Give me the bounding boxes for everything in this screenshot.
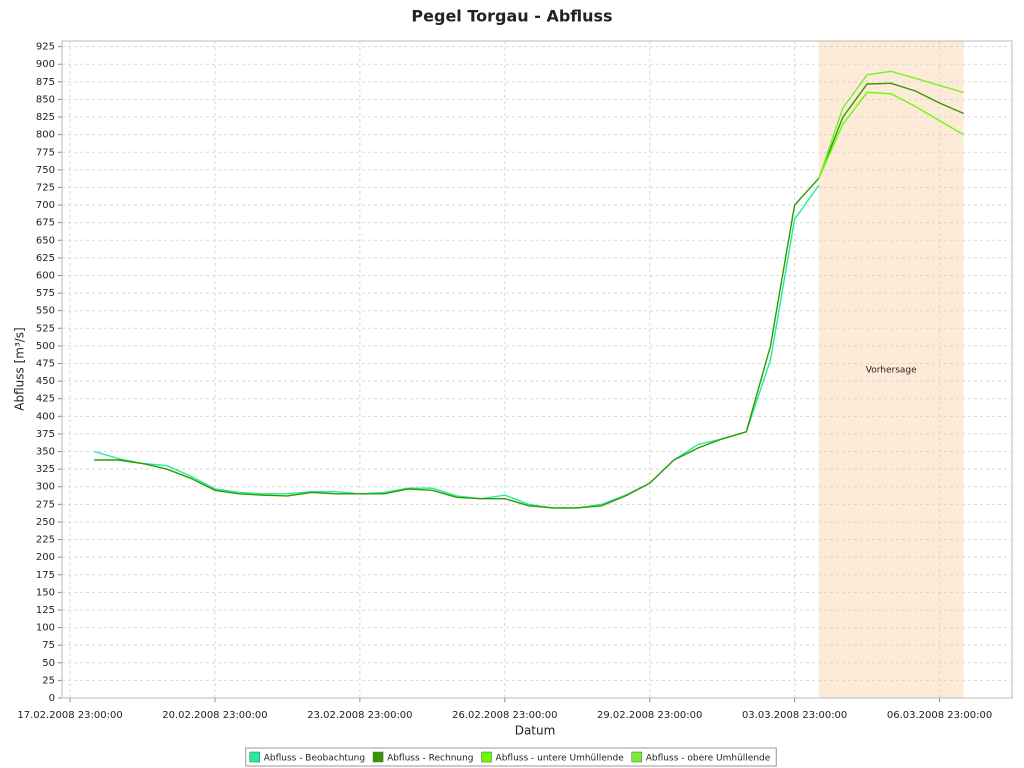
x-tick-label: 29.02.2008 23:00:00 xyxy=(597,710,702,721)
y-tick-label: 800 xyxy=(36,130,55,141)
legend-label: Abfluss - obere Umhüllende xyxy=(646,754,771,764)
y-axis-title: Abfluss [m³/s] xyxy=(13,327,27,410)
y-tick-label: 725 xyxy=(36,182,55,193)
y-tick-label: 100 xyxy=(36,623,55,634)
y-tick-label: 225 xyxy=(36,535,55,546)
x-tick-label: 26.02.2008 23:00:00 xyxy=(452,710,557,721)
y-tick-label: 875 xyxy=(36,77,55,88)
y-tick-label: 75 xyxy=(42,640,55,651)
y-tick-label: 500 xyxy=(36,341,55,352)
y-tick-label: 900 xyxy=(36,59,55,70)
y-tick-label: 200 xyxy=(36,552,55,563)
y-tick-label: 550 xyxy=(36,306,55,317)
series-line xyxy=(94,184,820,509)
y-tick-label: 350 xyxy=(36,447,55,458)
y-tick-label: 150 xyxy=(36,587,55,598)
y-tick-label: 175 xyxy=(36,570,55,581)
chart-title: Pegel Torgau - Abfluss xyxy=(411,7,612,26)
y-tick-label: 250 xyxy=(36,517,55,528)
y-tick-label: 50 xyxy=(42,658,55,669)
series-line xyxy=(818,70,964,179)
y-tick-label: 775 xyxy=(36,147,55,158)
y-tick-label: 125 xyxy=(36,605,55,616)
x-tick-label: 20.02.2008 23:00:00 xyxy=(162,710,267,721)
y-tick-label: 450 xyxy=(36,376,55,387)
y-tick-label: 750 xyxy=(36,165,55,176)
y-tick-label: 275 xyxy=(36,499,55,510)
y-tick-label: 375 xyxy=(36,429,55,440)
legend-swatch xyxy=(372,751,384,763)
x-axis-title: Datum xyxy=(515,724,556,738)
y-tick-label: 425 xyxy=(36,394,55,405)
y-tick-label: 475 xyxy=(36,359,55,370)
legend-label: Abfluss - untere Umhüllende xyxy=(496,754,625,764)
y-tick-label: 825 xyxy=(36,112,55,123)
y-tick-label: 300 xyxy=(36,482,55,493)
y-tick-label: 25 xyxy=(42,675,55,686)
y-tick-label: 600 xyxy=(36,270,55,281)
y-tick-label: 525 xyxy=(36,323,55,334)
x-tick-label: 23.02.2008 23:00:00 xyxy=(307,710,412,721)
forecast-label: Vorhersage xyxy=(866,366,917,376)
legend-swatch xyxy=(631,751,643,763)
series-line xyxy=(818,91,965,179)
y-tick-label: 650 xyxy=(36,235,55,246)
x-tick-label: 03.03.2008 23:00:00 xyxy=(742,710,847,721)
y-tick-label: 400 xyxy=(36,411,55,422)
plot-border xyxy=(61,40,1013,699)
y-tick-label: 325 xyxy=(36,464,55,475)
x-tick-label: 06.03.2008 23:00:00 xyxy=(887,710,992,721)
y-tick-label: 925 xyxy=(36,42,55,53)
legend: Abfluss - Beobachtung Abfluss - Rechnung A… xyxy=(245,747,777,767)
x-tick-label: 17.02.2008 23:00:00 xyxy=(17,710,122,721)
legend-label: Abfluss - Beobachtung xyxy=(264,754,365,764)
y-tick-label: 850 xyxy=(36,94,55,105)
y-tick-label: 0 xyxy=(49,693,55,704)
legend-swatch xyxy=(481,751,492,763)
y-tick-label: 625 xyxy=(36,253,55,264)
legend-swatch xyxy=(249,751,260,763)
y-tick-label: 700 xyxy=(36,200,55,211)
y-tick-label: 675 xyxy=(36,218,55,229)
legend-label: Abfluss - Rechnung xyxy=(387,754,473,764)
y-tick-label: 575 xyxy=(36,288,55,299)
